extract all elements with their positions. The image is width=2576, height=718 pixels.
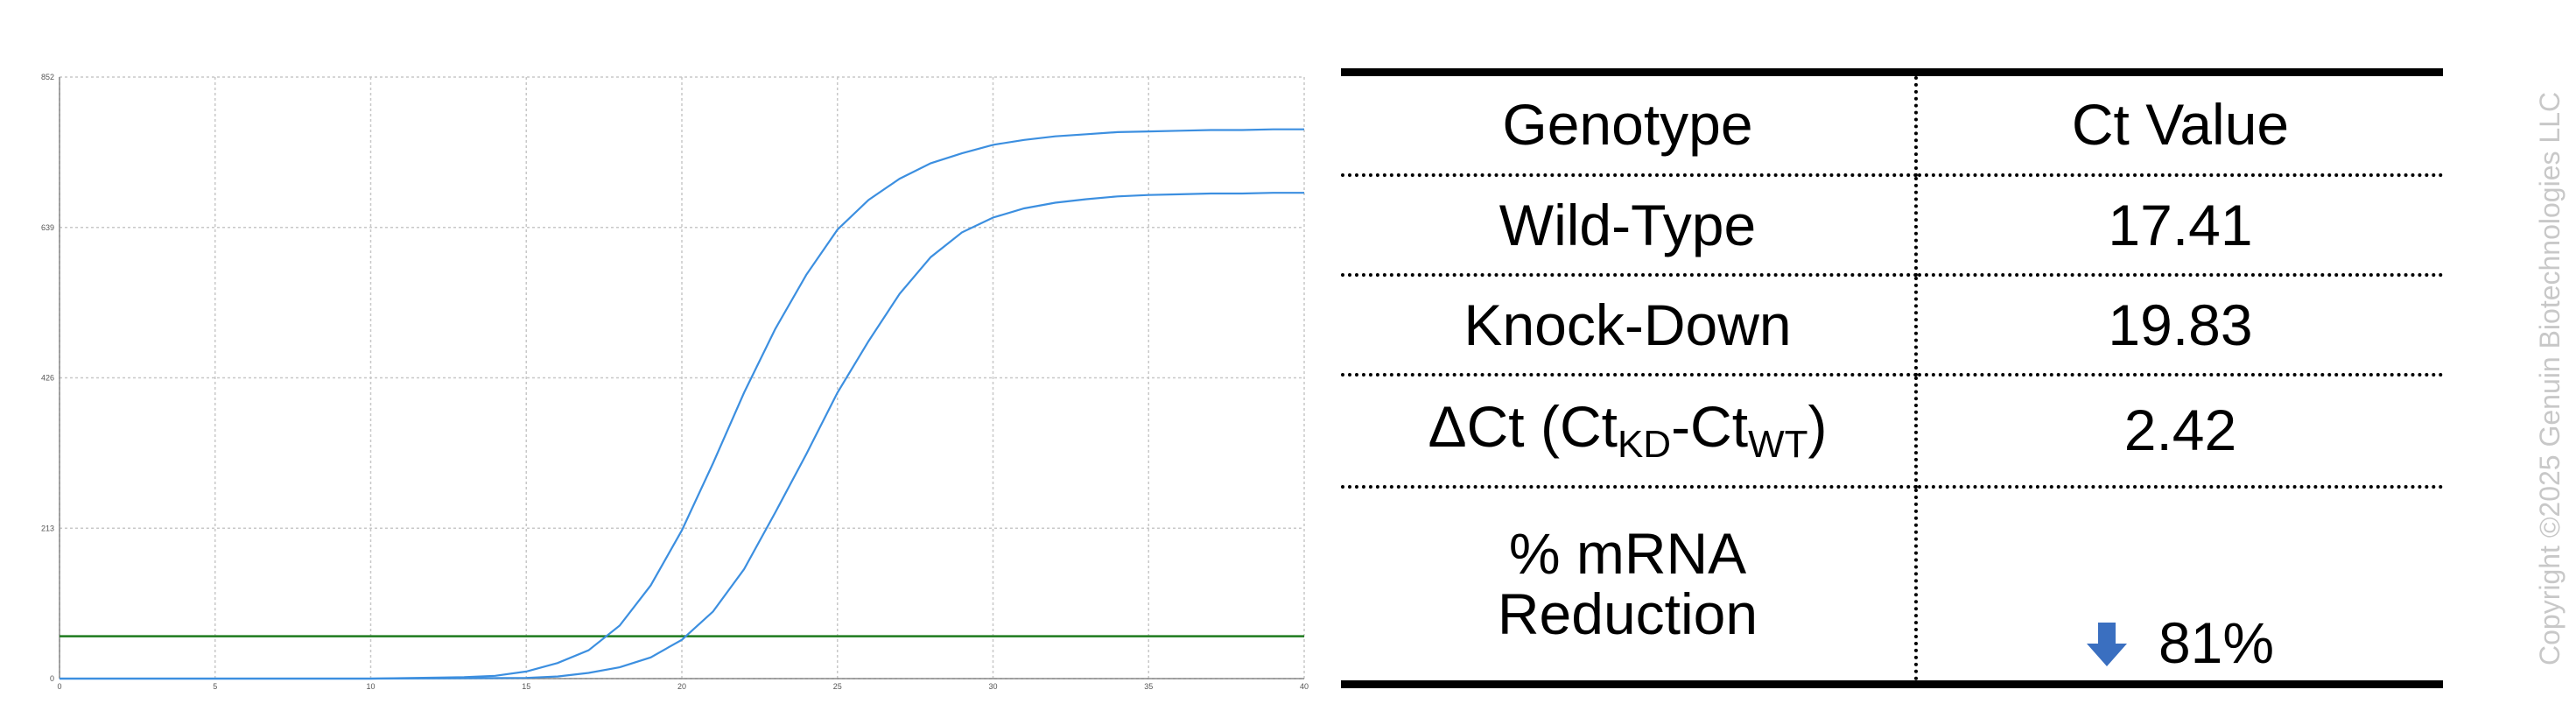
x-tick-label: 15 xyxy=(522,682,530,691)
reduction-value: 81% xyxy=(2158,609,2275,675)
y-tick-label: 426 xyxy=(41,374,54,383)
reduction-line1: % mRNA xyxy=(1508,521,1747,587)
row-value: 19.83 xyxy=(1916,275,2443,377)
delta-ct-label: ΔCt (CtKD-CtWT) xyxy=(1341,375,1918,489)
reduction-line2: Reduction xyxy=(1497,581,1758,647)
tick-labels: 0 5 10 15 20 25 30 35 40 0 213 426 639 852 xyxy=(41,73,1309,691)
reduction-value-cell: 81% xyxy=(1916,486,2443,688)
table-row-wild-type: Wild-Type 17.41 xyxy=(1341,175,2443,278)
y-tick-label: 852 xyxy=(41,73,54,81)
header-ct-value: Ct Value xyxy=(1916,68,2443,178)
x-tick-label: 5 xyxy=(213,682,217,691)
y-tick-label: 0 xyxy=(50,674,54,683)
y-tick-label: 639 xyxy=(41,223,54,232)
amplification-curve-2 xyxy=(60,192,1304,680)
qpcr-amplification-plot: 0 5 10 15 20 25 30 35 40 0 213 426 639 852 xyxy=(41,73,1309,691)
down-arrow-icon xyxy=(2086,622,2127,666)
x-tick-label: 25 xyxy=(833,682,842,691)
table-row-reduction: % mRNA Reduction 81% xyxy=(1341,486,2443,688)
y-tick-label: 213 xyxy=(41,524,54,532)
delta-ct-value: 2.42 xyxy=(1916,375,2443,489)
x-tick-label: 20 xyxy=(677,682,686,691)
delta-suffix: ) xyxy=(1807,393,1828,459)
x-tick-label: 40 xyxy=(1300,682,1309,691)
delta-sub-kd: KD xyxy=(1617,422,1672,466)
series xyxy=(60,128,1304,680)
x-tick-label: 10 xyxy=(366,682,375,691)
delta-mid: -Ct xyxy=(1671,393,1749,459)
header-genotype: Genotype xyxy=(1341,68,1918,178)
delta-sub-wt: WT xyxy=(1748,422,1808,466)
amplification-curve-1 xyxy=(60,128,1304,680)
row-label: Wild-Type xyxy=(1341,175,1918,278)
reduction-label: % mRNA Reduction xyxy=(1341,486,1918,688)
x-tick-label: 0 xyxy=(57,682,61,691)
ct-results-table: Genotype Ct Value Wild-Type 17.41 Knock-… xyxy=(1341,68,2443,688)
row-value: 17.41 xyxy=(1916,175,2443,278)
table-row-knock-down: Knock-Down 19.83 xyxy=(1341,275,2443,377)
x-tick-label: 30 xyxy=(988,682,997,691)
row-label: Knock-Down xyxy=(1341,275,1918,377)
table-header-row: Genotype Ct Value xyxy=(1341,68,2443,178)
grid xyxy=(59,76,1305,679)
copyright-notice: Copyright ©2025 Genuin Biotechnologies L… xyxy=(2534,91,2565,665)
table-row-delta-ct: ΔCt (CtKD-CtWT) 2.42 xyxy=(1341,375,2443,489)
delta-prefix: ΔCt (Ct xyxy=(1428,393,1618,459)
x-tick-label: 35 xyxy=(1144,682,1153,691)
